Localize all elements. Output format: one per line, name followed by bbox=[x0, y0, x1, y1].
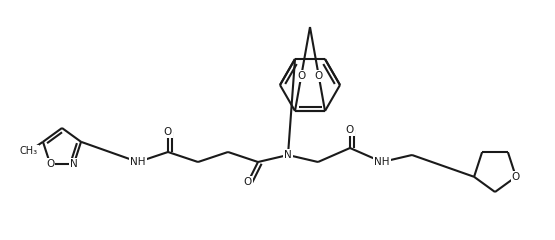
Text: CH₃: CH₃ bbox=[20, 146, 38, 156]
Text: NH: NH bbox=[130, 157, 146, 167]
Text: O: O bbox=[315, 71, 323, 81]
Text: N: N bbox=[284, 150, 292, 160]
Text: N: N bbox=[70, 159, 78, 169]
Text: O: O bbox=[297, 71, 305, 81]
Text: NH: NH bbox=[374, 157, 390, 167]
Text: O: O bbox=[346, 125, 354, 135]
Text: O: O bbox=[512, 172, 520, 182]
Text: O: O bbox=[46, 159, 54, 169]
Text: O: O bbox=[164, 127, 172, 137]
Text: O: O bbox=[244, 177, 252, 187]
